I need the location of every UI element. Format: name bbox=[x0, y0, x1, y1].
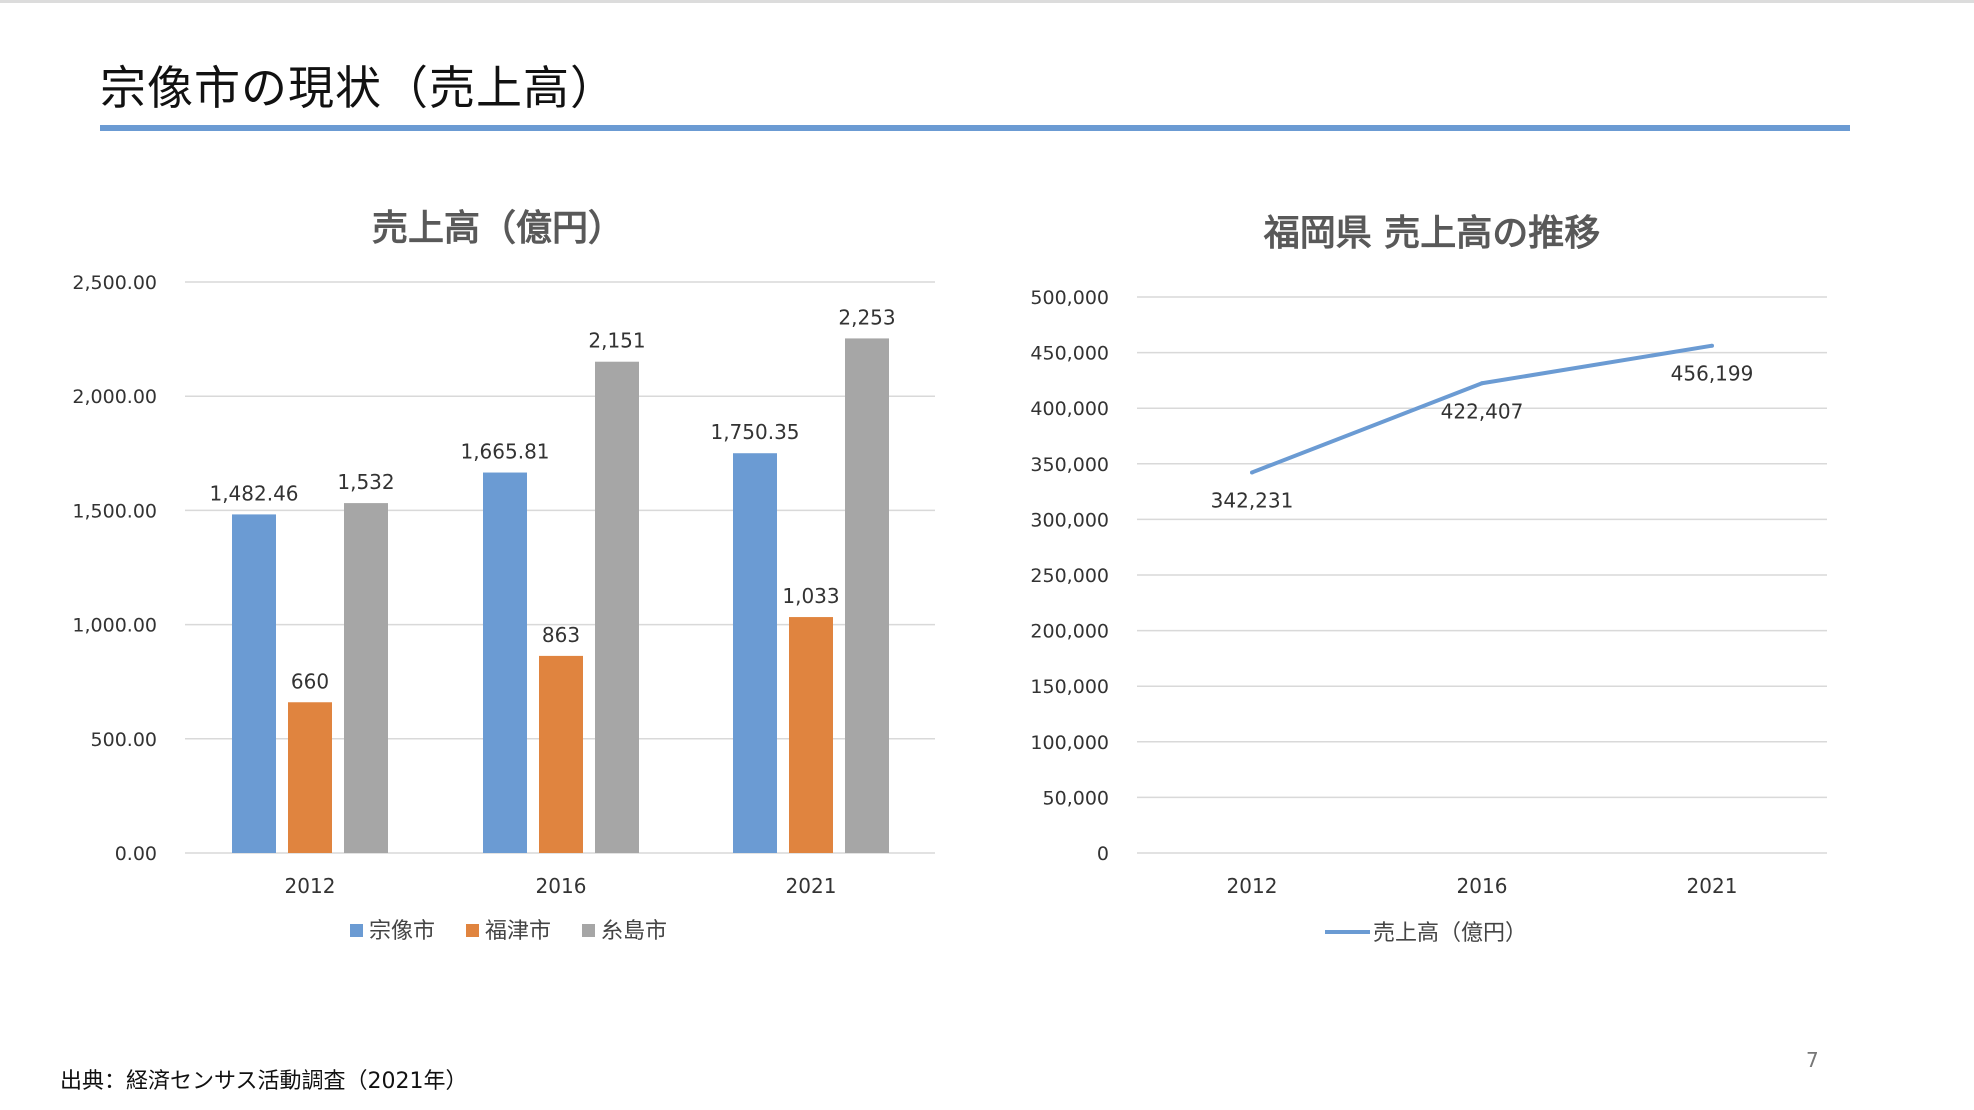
chart1-bar-宗像市 bbox=[733, 453, 777, 853]
chart1-data-label: 1,750.35 bbox=[710, 420, 799, 444]
chart1-data-label: 1,482.46 bbox=[209, 481, 298, 505]
chart1-y-tick-label: 500.00 bbox=[91, 729, 157, 751]
chart1-legend-swatch bbox=[582, 924, 595, 937]
page-number: 7 bbox=[1806, 1048, 1819, 1072]
chart1-data-label: 2,253 bbox=[838, 305, 895, 329]
chart1-y-tick-label: 0.00 bbox=[115, 843, 157, 865]
chart2-data-label: 422,407 bbox=[1441, 399, 1524, 423]
chart1-bar-糸島市 bbox=[344, 503, 388, 853]
chart1-bar-宗像市 bbox=[232, 514, 276, 853]
chart1-y-tick-label: 1,500.00 bbox=[72, 500, 157, 522]
top-border bbox=[0, 0, 1974, 3]
chart2-data-label: 342,231 bbox=[1211, 488, 1294, 512]
chart1-y-tick-label: 1,000.00 bbox=[72, 615, 157, 637]
chart2-y-tick-label: 300,000 bbox=[1030, 509, 1109, 531]
chart2-point bbox=[1710, 343, 1714, 348]
chart2-point bbox=[1480, 381, 1484, 386]
chart2-y-tick-label: 350,000 bbox=[1030, 454, 1109, 476]
chart1-legend-label: 福津市 bbox=[485, 919, 551, 944]
chart2-y-tick-label: 100,000 bbox=[1030, 732, 1109, 754]
chart1-data-label: 1,665.81 bbox=[460, 440, 549, 464]
chart2-y-tick-label: 50,000 bbox=[1043, 787, 1109, 809]
chart2-x-tick-label: 2016 bbox=[1457, 874, 1508, 898]
chart1-legend-swatch bbox=[350, 924, 363, 937]
chart2-title: 福岡県 売上高の推移 bbox=[1263, 213, 1601, 254]
chart2-legend-label: 売上高（億円） bbox=[1373, 921, 1527, 946]
chart2-y-tick-label: 250,000 bbox=[1030, 565, 1109, 587]
chart2-y-tick-label: 0 bbox=[1097, 843, 1109, 865]
chart1-x-tick-label: 2012 bbox=[285, 874, 336, 898]
chart2-y-tick-label: 500,000 bbox=[1030, 287, 1109, 309]
chart1-data-label: 1,532 bbox=[337, 470, 394, 494]
chart1-y-tick-label: 2,000.00 bbox=[72, 386, 157, 408]
chart2-data-label: 456,199 bbox=[1671, 362, 1754, 386]
chart1-data-label: 1,033 bbox=[782, 584, 839, 608]
chart1-legend-swatch bbox=[466, 924, 479, 937]
chart2-point bbox=[1250, 470, 1254, 475]
chart2-y-tick-label: 200,000 bbox=[1030, 621, 1109, 643]
chart1-bar-福津市 bbox=[539, 655, 583, 853]
chart1-bar-宗像市 bbox=[483, 472, 527, 853]
chart1-x-tick-label: 2021 bbox=[786, 874, 837, 898]
chart1-bar-糸島市 bbox=[845, 338, 889, 853]
slide-title: 宗像市の現状（売上高） bbox=[100, 61, 617, 115]
chart2-x-tick-label: 2012 bbox=[1227, 874, 1278, 898]
chart2-y-tick-label: 400,000 bbox=[1030, 398, 1109, 420]
chart1-bar-福津市 bbox=[789, 617, 833, 853]
chart1-bar-福津市 bbox=[288, 702, 332, 853]
chart1-data-label: 863 bbox=[542, 623, 580, 647]
chart1-bar-糸島市 bbox=[595, 361, 639, 853]
chart1-data-label: 2,151 bbox=[588, 329, 645, 353]
title-underline bbox=[100, 125, 1850, 131]
chart2-y-tick-label: 450,000 bbox=[1030, 343, 1109, 365]
chart1-data-label: 660 bbox=[291, 669, 329, 693]
chart2-x-tick-label: 2021 bbox=[1687, 874, 1738, 898]
chart1-legend-label: 宗像市 bbox=[369, 919, 435, 944]
chart1-y-tick-label: 2,500.00 bbox=[72, 272, 157, 294]
chart1-legend-label: 糸島市 bbox=[601, 919, 667, 944]
chart2-y-tick-label: 150,000 bbox=[1030, 676, 1109, 698]
source-note: 出典：経済センサス活動調査（2021年） bbox=[60, 1069, 468, 1094]
chart1-x-tick-label: 2016 bbox=[536, 874, 587, 898]
chart1-title: 売上高（億円） bbox=[372, 208, 624, 249]
